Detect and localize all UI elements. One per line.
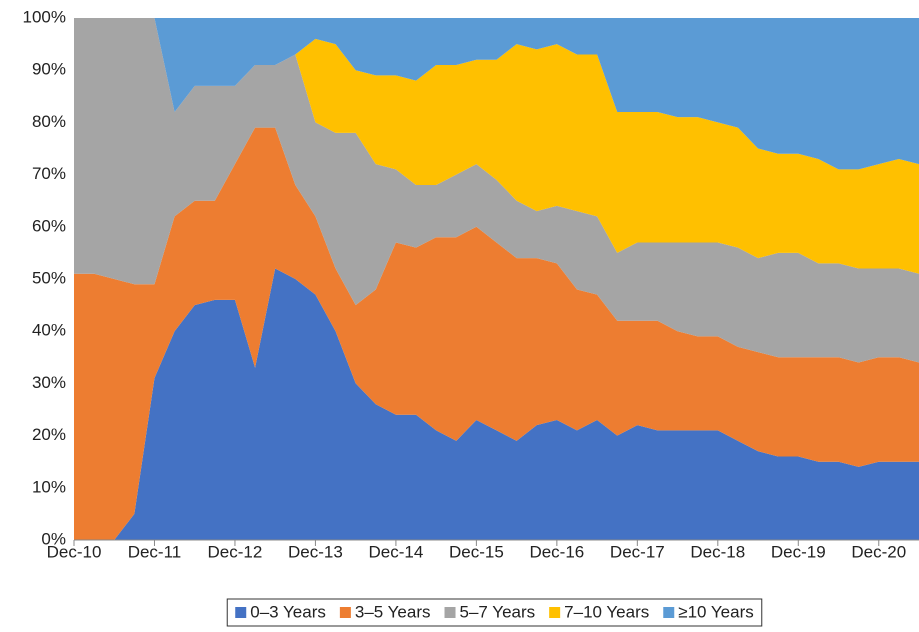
y-tick-label: 50% — [32, 268, 66, 287]
y-tick-label: 100% — [23, 7, 66, 26]
area — [74, 268, 919, 540]
area — [74, 18, 919, 363]
y-tick-label: 0% — [41, 529, 66, 548]
legend-swatch — [235, 607, 247, 618]
y-tick-label: 20% — [32, 425, 66, 444]
y-tick-label: 30% — [32, 373, 66, 392]
y-tick-label: 40% — [32, 321, 66, 340]
x-tick-label: Dec-20 — [851, 542, 906, 561]
y-tick-label: 60% — [32, 216, 66, 235]
legend-swatch — [549, 607, 561, 618]
x-tick-label: Dec-10 — [47, 542, 102, 561]
x-tick-label: Dec-13 — [288, 542, 343, 561]
legend-label: ≥10 Years — [678, 602, 754, 621]
y-tick-label: 80% — [32, 112, 66, 131]
legend-swatch — [339, 607, 351, 618]
y-tick-label: 90% — [32, 60, 66, 79]
x-tick-label: Dec-14 — [368, 542, 423, 561]
legend-label: 7–10 Years — [564, 602, 649, 621]
legend-label: 0–3 Years — [250, 602, 326, 621]
area — [74, 127, 919, 541]
x-tick-label: Dec-15 — [449, 542, 504, 561]
legend-label: 3–5 Years — [355, 602, 431, 621]
legend-label: 5–7 Years — [460, 602, 536, 621]
area — [74, 18, 919, 274]
x-tick-label: Dec-18 — [690, 542, 745, 561]
x-tick-label: Dec-19 — [771, 542, 826, 561]
legend-swatch — [663, 607, 675, 618]
x-tick-label: Dec-11 — [128, 542, 182, 561]
y-tick-label: 10% — [32, 477, 66, 496]
y-tick-label: 70% — [32, 164, 66, 183]
x-tick-label: Dec-16 — [529, 542, 584, 561]
legend — [226, 598, 763, 627]
x-tick-label: Dec-12 — [208, 542, 263, 561]
x-tick-label: Dec-17 — [610, 542, 665, 561]
legend-swatch — [444, 607, 456, 618]
area — [74, 18, 919, 170]
